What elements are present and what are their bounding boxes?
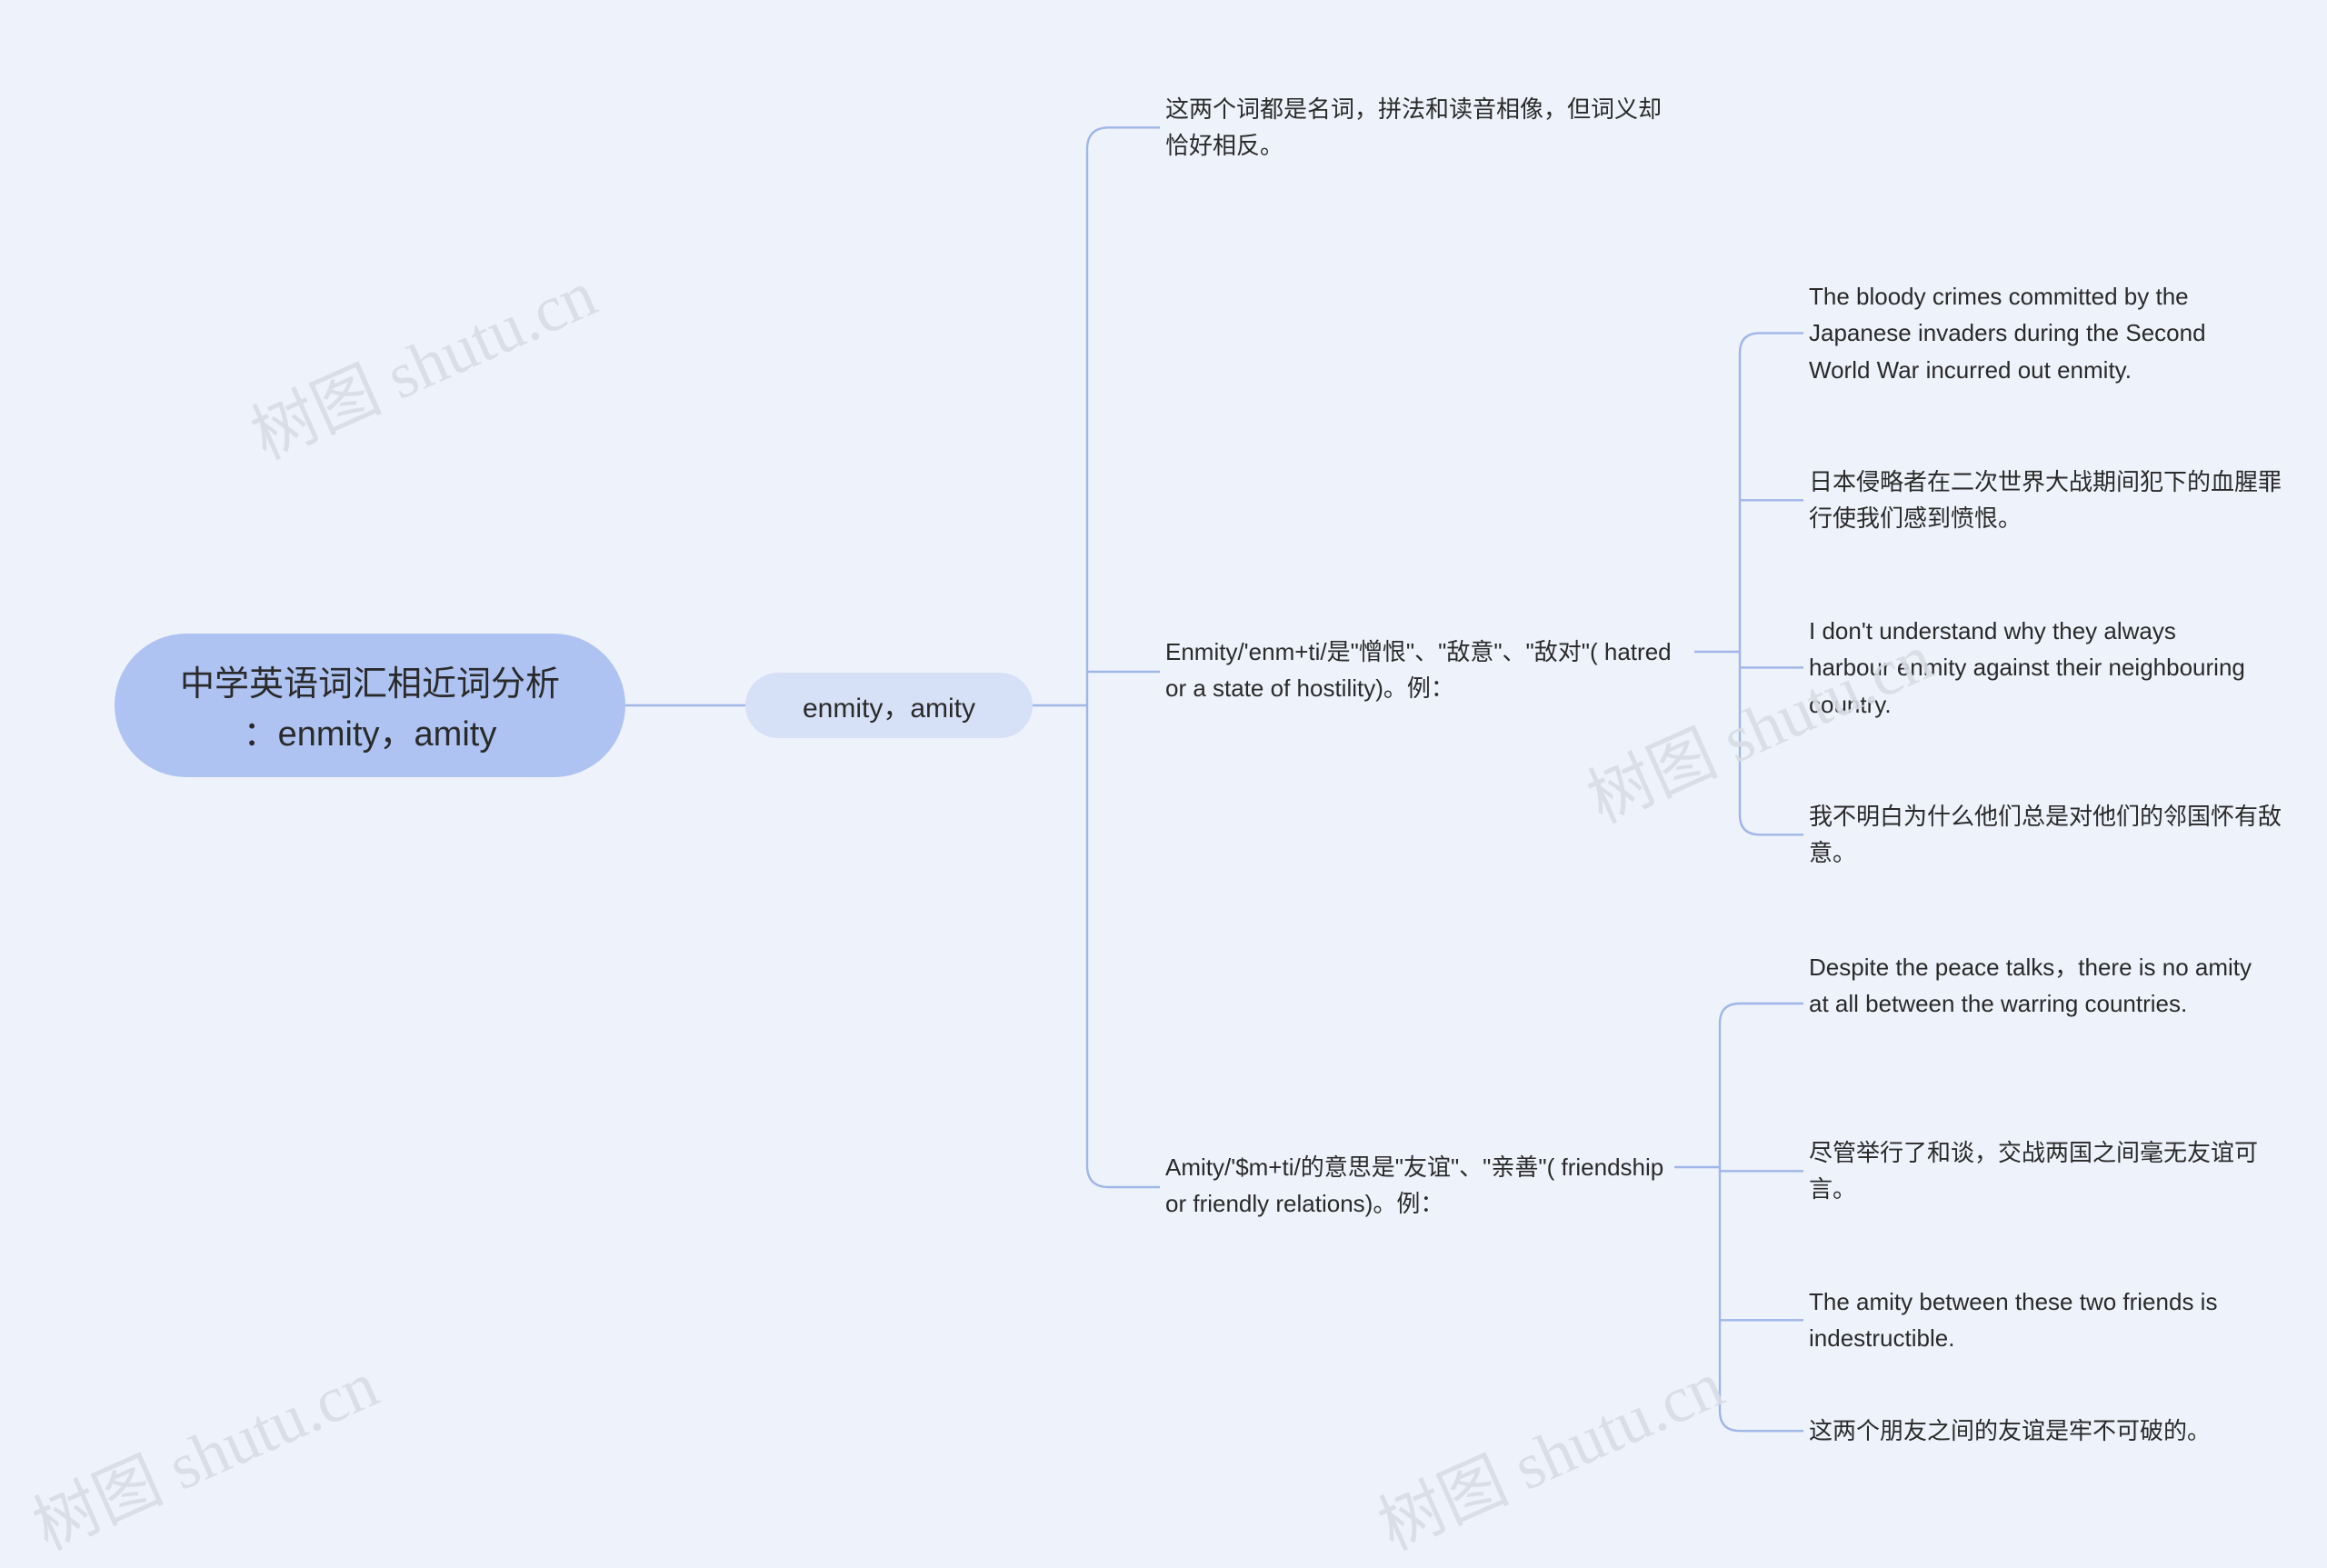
connector-path [1720,1004,1740,1167]
leaf-amity-1-text: 尽管举行了和谈，交战两国之间毫无友谊可言。 [1809,1134,2291,1208]
leaf-amity-3-text: 这两个朋友之间的友谊是牢不可破的。 [1809,1413,2211,1449]
leaf-amity-0-text: Despite the peace talks，there is no amit… [1809,949,2263,1023]
level1-node: enmity，amity [745,673,1033,738]
leaf-enmity-3: 我不明白为什么他们总是对他们的邻国怀有敌意。 [1809,798,2291,872]
connector-path [1087,705,1109,1187]
leaf-amity-2-text: The amity between these two friends is i… [1809,1283,2291,1357]
connector-path [1087,127,1109,705]
l2-node-intro-text: 这两个词都是名词，拼法和读音相像，但词义却恰好相反。 [1165,91,1674,165]
l2-node-amity: Amity/'$m+ti/的意思是"友谊"、"亲善"( friendship o… [1165,1149,1674,1225]
watermark-0: 树图 shutu.cn [234,241,608,477]
root-line2: ：enmity，amity [180,705,560,755]
l2-node-amity-text: Amity/'$m+ti/的意思是"友谊"、"亲善"( friendship o… [1165,1149,1674,1223]
l2-node-enmity: Enmity/'enm+ti/是"憎恨"、"敌意"、"敌对"( hatred o… [1165,634,1694,710]
leaf-amity-0: Despite the peace talks，there is no amit… [1809,949,2263,1058]
leaf-enmity-0: The bloody crimes committed by the Japan… [1809,278,2263,388]
leaf-enmity-1-text: 日本侵略者在二次世界大战期间犯下的血腥罪行使我们感到愤恨。 [1809,464,2291,537]
connector-path [1740,333,1760,652]
watermark-2: 树图 shutu.cn [15,1332,390,1568]
l2-node-enmity-text: Enmity/'enm+ti/是"憎恨"、"敌意"、"敌对"( hatred o… [1165,634,1694,707]
root-line1: 中学英语词汇相近词分析 [180,655,560,705]
root-node: 中学英语词汇相近词分析 ：enmity，amity [115,634,625,777]
leaf-enmity-0-text: The bloody crimes committed by the Japan… [1809,278,2263,388]
leaf-amity-1: 尽管举行了和谈，交战两国之间毫无友谊可言。 [1809,1134,2291,1208]
watermark-3: 树图 shutu.cn [1361,1332,1735,1568]
leaf-amity-3: 这两个朋友之间的友谊是牢不可破的。 [1809,1413,2254,1449]
leaf-amity-2: The amity between these two friends is i… [1809,1283,2291,1357]
leaf-enmity-1: 日本侵略者在二次世界大战期间犯下的血腥罪行使我们感到愤恨。 [1809,464,2291,537]
l2-node-intro: 这两个词都是名词，拼法和读音相像，但词义却恰好相反。 [1165,91,1674,165]
level1-text: enmity，amity [803,685,975,725]
leaf-enmity-3-text: 我不明白为什么他们总是对他们的邻国怀有敌意。 [1809,798,2291,872]
